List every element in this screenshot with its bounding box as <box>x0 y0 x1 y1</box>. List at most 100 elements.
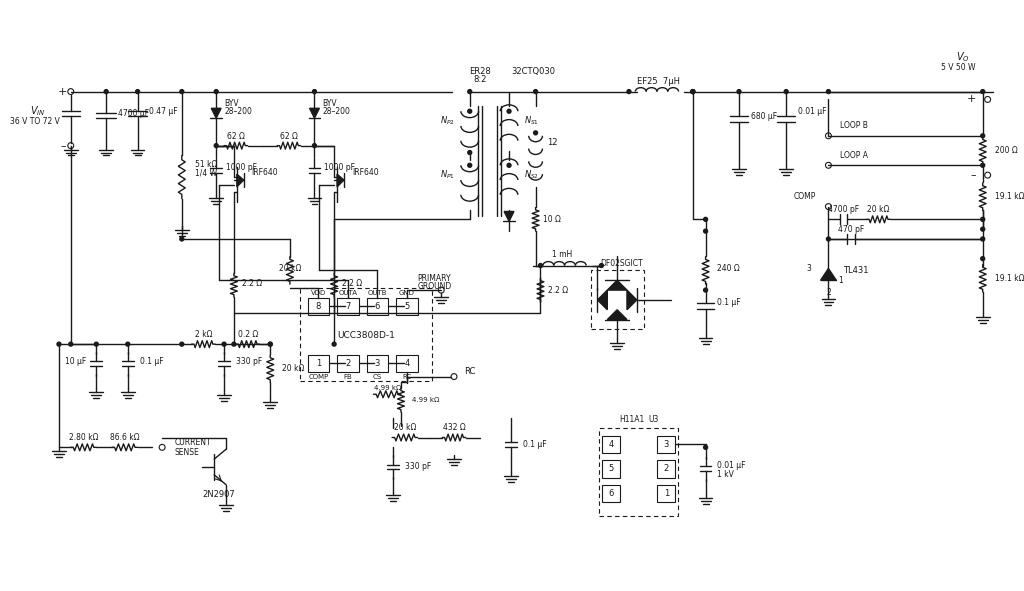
Text: 240 Ω: 240 Ω <box>718 264 740 273</box>
Text: VDD: VDD <box>310 290 326 296</box>
Text: $N_{S2}$: $N_{S2}$ <box>524 169 539 181</box>
Circle shape <box>826 237 830 241</box>
Text: GND: GND <box>399 290 415 296</box>
Text: 1/4 W: 1/4 W <box>195 168 217 178</box>
Text: 1: 1 <box>664 489 669 498</box>
Text: 6: 6 <box>608 489 614 498</box>
Text: –: – <box>60 141 66 151</box>
Text: 8: 8 <box>315 302 322 311</box>
Bar <box>602 436 621 453</box>
Polygon shape <box>597 290 607 310</box>
Circle shape <box>703 288 708 292</box>
Text: 20 kΩ: 20 kΩ <box>867 205 890 214</box>
Circle shape <box>703 229 708 233</box>
Text: 86.6 kΩ: 86.6 kΩ <box>110 433 139 442</box>
Circle shape <box>180 342 183 346</box>
Circle shape <box>180 90 183 93</box>
Circle shape <box>981 134 985 138</box>
Circle shape <box>627 90 631 93</box>
Text: 6: 6 <box>375 302 380 311</box>
Text: +: + <box>967 95 976 105</box>
Text: 5: 5 <box>608 465 613 473</box>
Circle shape <box>104 90 109 93</box>
Circle shape <box>222 342 226 346</box>
Text: LOOP B: LOOP B <box>841 122 868 131</box>
Circle shape <box>981 227 985 231</box>
Bar <box>300 288 432 381</box>
Text: 7: 7 <box>345 302 350 311</box>
Text: 12: 12 <box>548 138 558 147</box>
Circle shape <box>268 342 272 346</box>
Text: 28–200: 28–200 <box>323 107 350 116</box>
Text: 4.99 kΩ: 4.99 kΩ <box>412 397 439 403</box>
Text: $N_{P1}$: $N_{P1}$ <box>440 169 455 181</box>
Text: BYV: BYV <box>323 99 337 108</box>
Bar <box>657 485 675 502</box>
Text: 1000 pF: 1000 pF <box>226 163 257 172</box>
Circle shape <box>69 342 73 346</box>
Text: 5: 5 <box>404 302 410 311</box>
Text: 3: 3 <box>664 440 669 449</box>
Bar <box>307 355 329 372</box>
Text: 200 Ω: 200 Ω <box>994 146 1017 155</box>
Text: 20 kΩ: 20 kΩ <box>393 423 416 432</box>
Bar <box>367 298 388 314</box>
Text: TL431: TL431 <box>843 266 868 275</box>
Text: OUTA: OUTA <box>338 290 357 296</box>
Text: 62 Ω: 62 Ω <box>280 132 298 141</box>
Polygon shape <box>504 212 514 221</box>
Text: 36 V TO 72 V: 36 V TO 72 V <box>10 116 60 125</box>
Circle shape <box>468 163 472 167</box>
Bar <box>337 355 358 372</box>
Text: 680 μF: 680 μF <box>751 112 777 121</box>
Bar <box>367 355 388 372</box>
Polygon shape <box>627 290 637 310</box>
Circle shape <box>981 163 985 167</box>
Text: $V_{IN}$: $V_{IN}$ <box>30 105 45 118</box>
Text: 2N2907: 2N2907 <box>203 490 236 499</box>
Circle shape <box>737 90 741 93</box>
Bar <box>396 355 418 372</box>
Text: $V_O$: $V_O$ <box>956 50 970 64</box>
Circle shape <box>826 90 830 93</box>
Circle shape <box>312 90 316 93</box>
Text: 330 pF: 330 pF <box>236 358 262 366</box>
Text: RC: RC <box>464 367 475 376</box>
Text: CS: CS <box>373 374 382 379</box>
Text: 4: 4 <box>404 359 410 368</box>
Circle shape <box>468 151 472 154</box>
Circle shape <box>268 342 272 346</box>
Text: IRF640: IRF640 <box>352 168 379 177</box>
Circle shape <box>135 90 139 93</box>
Text: 20 kΩ: 20 kΩ <box>280 264 302 273</box>
Text: RC: RC <box>402 374 412 379</box>
Circle shape <box>507 109 511 113</box>
Polygon shape <box>337 174 344 187</box>
Text: PRIMARY: PRIMARY <box>418 274 452 283</box>
Text: 4.99 kΩ: 4.99 kΩ <box>374 385 401 391</box>
Circle shape <box>214 144 218 148</box>
Polygon shape <box>820 268 837 280</box>
Circle shape <box>94 342 98 346</box>
Bar <box>602 460 621 478</box>
Text: OUTB: OUTB <box>368 290 387 296</box>
Circle shape <box>214 90 218 93</box>
Circle shape <box>539 264 543 268</box>
Bar <box>657 460 675 478</box>
Circle shape <box>691 90 694 93</box>
Text: 0.1 μF: 0.1 μF <box>139 358 163 366</box>
Bar <box>657 436 675 453</box>
Bar <box>307 298 329 314</box>
Text: 470 pF: 470 pF <box>838 225 864 233</box>
Circle shape <box>981 90 985 93</box>
Text: 51 kΩ: 51 kΩ <box>195 160 217 169</box>
Circle shape <box>534 131 538 135</box>
Circle shape <box>534 90 538 93</box>
Circle shape <box>981 217 985 221</box>
Text: FB: FB <box>343 374 352 379</box>
Text: 1: 1 <box>839 276 843 285</box>
Text: 432 Ω: 432 Ω <box>442 423 465 432</box>
Circle shape <box>312 144 316 148</box>
Text: 2.2 Ω: 2.2 Ω <box>342 279 362 288</box>
Circle shape <box>332 342 336 346</box>
